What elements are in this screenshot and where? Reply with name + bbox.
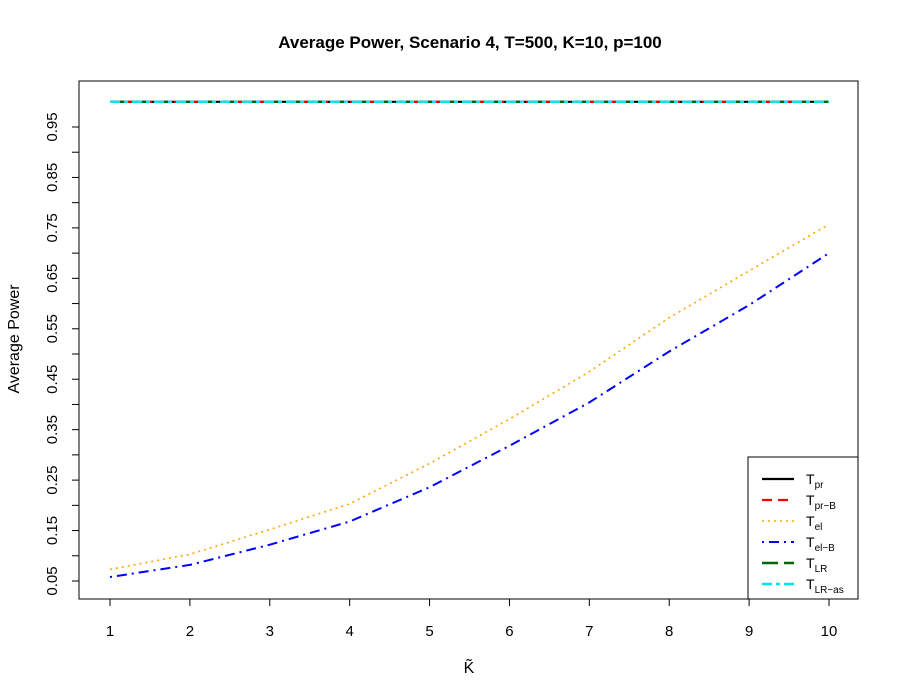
x-tick-label: 4 <box>345 623 353 640</box>
series-layer <box>109 100 830 578</box>
legend-label: TLR−as <box>806 576 844 596</box>
x-tick-label: 10 <box>821 623 838 640</box>
series-line-t-el <box>109 223 830 571</box>
legend-entry: Tpr <box>762 471 824 491</box>
x-tick-label: 5 <box>425 623 433 640</box>
y-tick-label: 0.05 <box>44 566 61 595</box>
legend-label: Tpr <box>806 471 824 491</box>
legend-box <box>747 456 859 600</box>
legend-label: Tel <box>806 513 822 533</box>
y-tick-label: 0.15 <box>44 516 61 545</box>
y-axis-label: Average Power <box>6 284 23 394</box>
y-tick-label: 0.35 <box>44 415 61 444</box>
x-tick-label: 2 <box>186 623 194 640</box>
y-tick-label: 0.25 <box>44 466 61 495</box>
legend-label: Tel−B <box>806 534 835 554</box>
x-tick-label: 6 <box>505 623 513 640</box>
legend-label: TLR <box>806 555 827 575</box>
y-tick-label: 0.55 <box>44 314 61 343</box>
y-axis: 0.05 0.15 0.25 0.35 0.45 0.55 0.65 0.75 0.85 0.95 <box>44 112 79 596</box>
x-tick-label: 9 <box>745 623 753 640</box>
legend-label: Tpr−B <box>806 492 836 512</box>
legend-entry: TLR <box>762 555 827 575</box>
x-axis-label: K̃ <box>464 657 475 677</box>
x-tick-label: 1 <box>106 623 114 640</box>
y-tick-label: 0.95 <box>44 112 61 141</box>
y-tick-label: 0.75 <box>44 213 61 242</box>
x-tick-label: 8 <box>665 623 673 640</box>
x-tick-label: 7 <box>585 623 593 640</box>
plot-frame <box>78 80 859 600</box>
x-axis: 1 2 3 4 5 6 7 8 9 10 <box>106 599 838 640</box>
y-tick-label: 0.65 <box>44 264 61 293</box>
legend-entry: Tel <box>762 513 822 533</box>
legend-entry: TLR−as <box>762 576 844 596</box>
x-tick-label: 3 <box>266 623 274 640</box>
legend-entry: Tel−B <box>762 534 835 554</box>
chart-title: Average Power, Scenario 4, T=500, K=10, … <box>278 33 662 52</box>
y-tick-label: 0.85 <box>44 163 61 192</box>
series-line-t-el-b <box>109 252 830 578</box>
legend-entry: Tpr−B <box>762 492 836 512</box>
y-tick-label: 0.45 <box>44 365 61 394</box>
